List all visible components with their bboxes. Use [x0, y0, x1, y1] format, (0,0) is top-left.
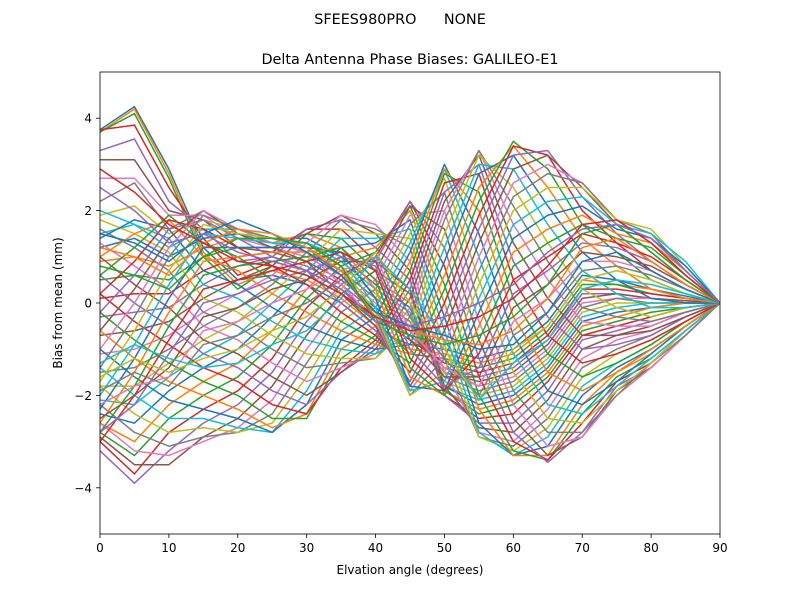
- series-line-s28: [100, 191, 720, 447]
- series-line-s30: [100, 168, 720, 434]
- series-line-s54: [100, 232, 720, 443]
- x-tick-label: 70: [575, 541, 590, 555]
- series-line-s58: [100, 251, 720, 397]
- y-tick-label: −2: [74, 389, 92, 403]
- x-tick-label: 30: [299, 541, 314, 555]
- x-tick-label: 50: [437, 541, 452, 555]
- series-line-s55: [100, 242, 720, 433]
- y-tick-label: 0: [84, 297, 92, 311]
- y-axis-label: Bias from mean (mm): [51, 237, 65, 368]
- x-tick-label: 60: [506, 541, 521, 555]
- y-tick-label: −4: [74, 481, 92, 495]
- series-line-s56: [100, 251, 720, 420]
- x-axis: 0 10 20 30 40 50 60 70 80 90: [96, 534, 728, 555]
- series-line-s60: [100, 256, 720, 401]
- series-line-s37: [100, 149, 720, 383]
- series-line-s64: [100, 168, 720, 332]
- series-layer: [100, 105, 720, 484]
- x-tick-label: 20: [230, 541, 245, 555]
- series-line-s32: [100, 168, 720, 429]
- series-line-s51: [100, 205, 720, 410]
- series-line-s65: [100, 186, 720, 327]
- series-line-s31: [100, 163, 720, 434]
- y-tick-label: 4: [84, 112, 92, 126]
- series-line-s52: [100, 214, 720, 424]
- series-line-s59: [100, 251, 720, 401]
- x-tick-label: 10: [161, 541, 176, 555]
- x-tick-label: 80: [643, 541, 658, 555]
- x-tick-label: 0: [96, 541, 104, 555]
- chart-title: Delta Antenna Phase Biases: GALILEO-E1: [261, 52, 558, 68]
- series-line-s29: [100, 177, 720, 434]
- x-tick-label: 40: [368, 541, 383, 555]
- y-axis: −4 −2 0 2 4: [74, 112, 100, 495]
- figure-suptitle: SFEES980PRO NONE: [314, 12, 486, 28]
- y-tick-label: 2: [84, 204, 92, 218]
- series-line-s36: [100, 154, 720, 397]
- x-axis-label: Elvation angle (degrees): [337, 563, 484, 577]
- series-line-s33: [100, 172, 720, 420]
- x-tick-label: 90: [712, 541, 727, 555]
